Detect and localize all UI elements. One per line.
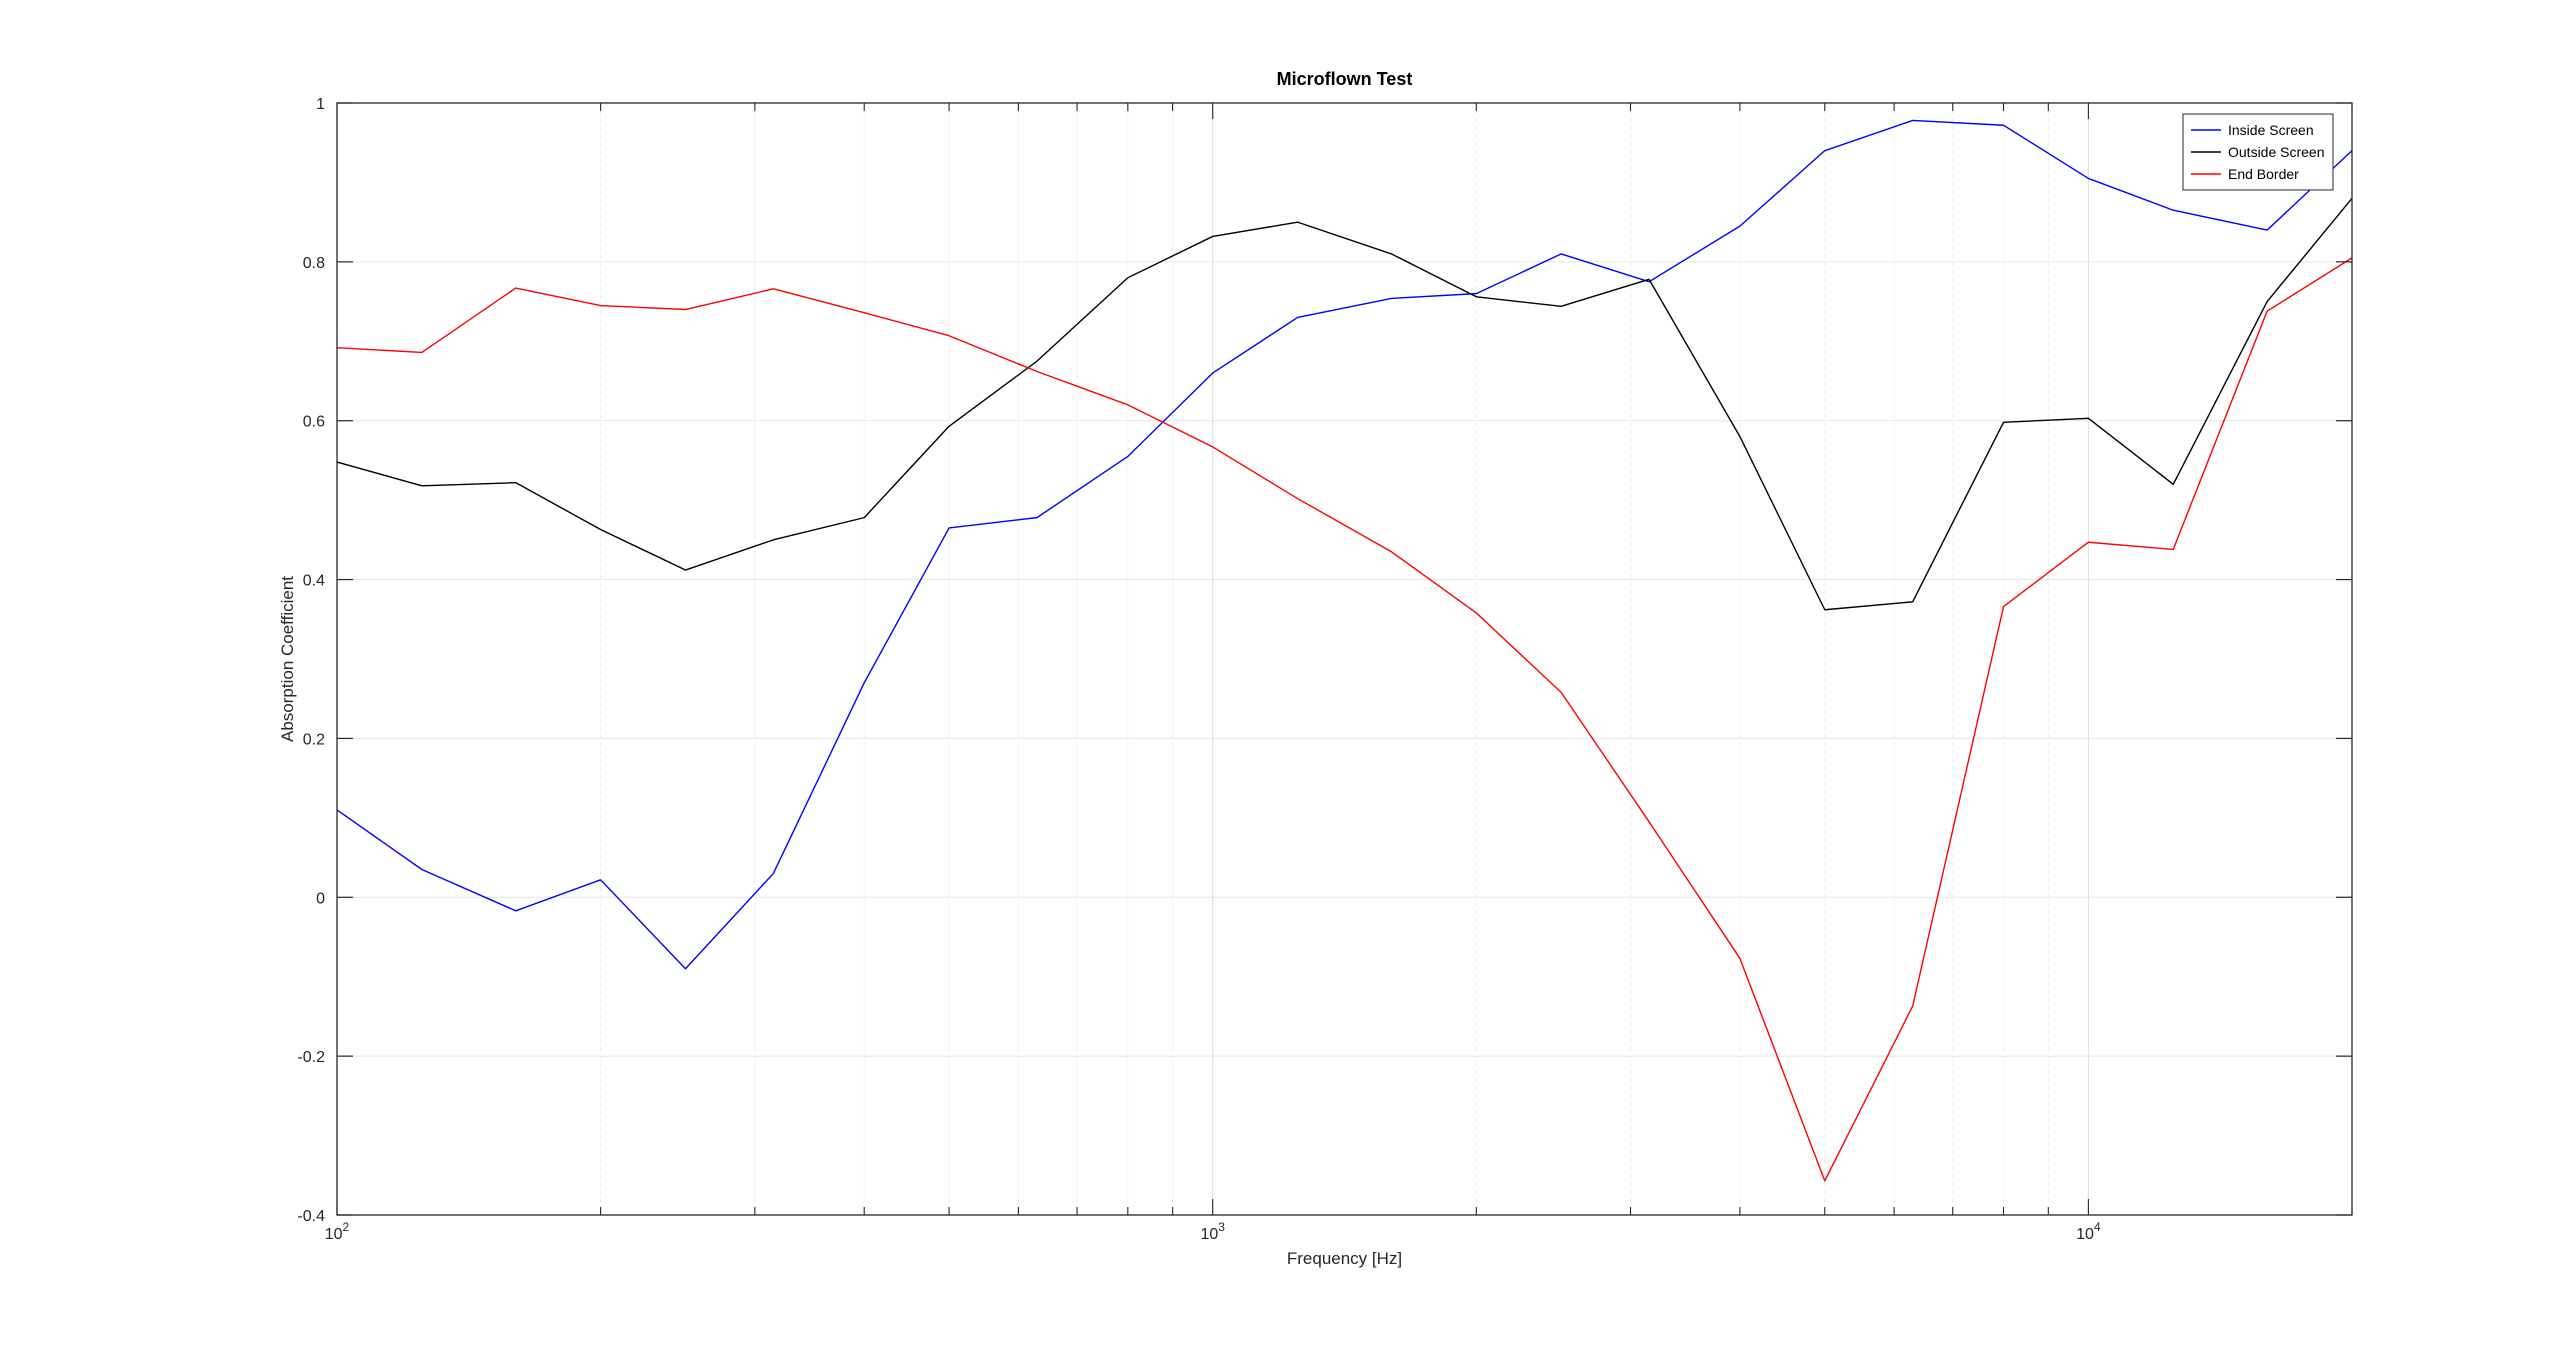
y-tick-label: 0.2 bbox=[303, 731, 325, 748]
x-tick-label: 103 bbox=[1200, 1220, 1225, 1243]
y-axis-label: Absorption Coefficient bbox=[278, 576, 297, 742]
legend-label-inside-screen: Inside Screen bbox=[2228, 122, 2314, 138]
x-axis-label: Frequency [Hz] bbox=[1287, 1249, 1402, 1268]
y-tick-label: -0.4 bbox=[297, 1208, 325, 1225]
series-line-end-border bbox=[336, 257, 2353, 1182]
y-tick-label: 0.6 bbox=[303, 414, 325, 431]
y-tick-label: -0.2 bbox=[297, 1049, 325, 1066]
legend: Inside Screen Outside Screen End Border bbox=[2182, 113, 2334, 191]
legend-label-outside-screen: Outside Screen bbox=[2228, 144, 2325, 160]
series-line-outside-screen bbox=[336, 197, 2353, 611]
tick-labels: -0.4 -0.2 0 0.2 0.4 0.6 0.8 1 102 103 104 bbox=[297, 96, 2101, 1243]
chart-title: Microflown Test bbox=[1277, 69, 1413, 89]
y-tick-label: 0.4 bbox=[303, 573, 325, 590]
legend-label-end-border: End Border bbox=[2228, 166, 2299, 182]
series-layer bbox=[336, 119, 2353, 1182]
x-tick-label: 102 bbox=[325, 1220, 350, 1243]
grid bbox=[336, 102, 2353, 1216]
y-tick-label: 0.8 bbox=[303, 255, 325, 272]
x-tick-label: 104 bbox=[2076, 1220, 2101, 1243]
ticks bbox=[336, 102, 2353, 1216]
series-line-inside-screen bbox=[336, 119, 2353, 970]
y-tick-label: 0 bbox=[316, 890, 325, 907]
plot-frame bbox=[336, 102, 2353, 1216]
y-tick-label: 1 bbox=[316, 96, 325, 113]
